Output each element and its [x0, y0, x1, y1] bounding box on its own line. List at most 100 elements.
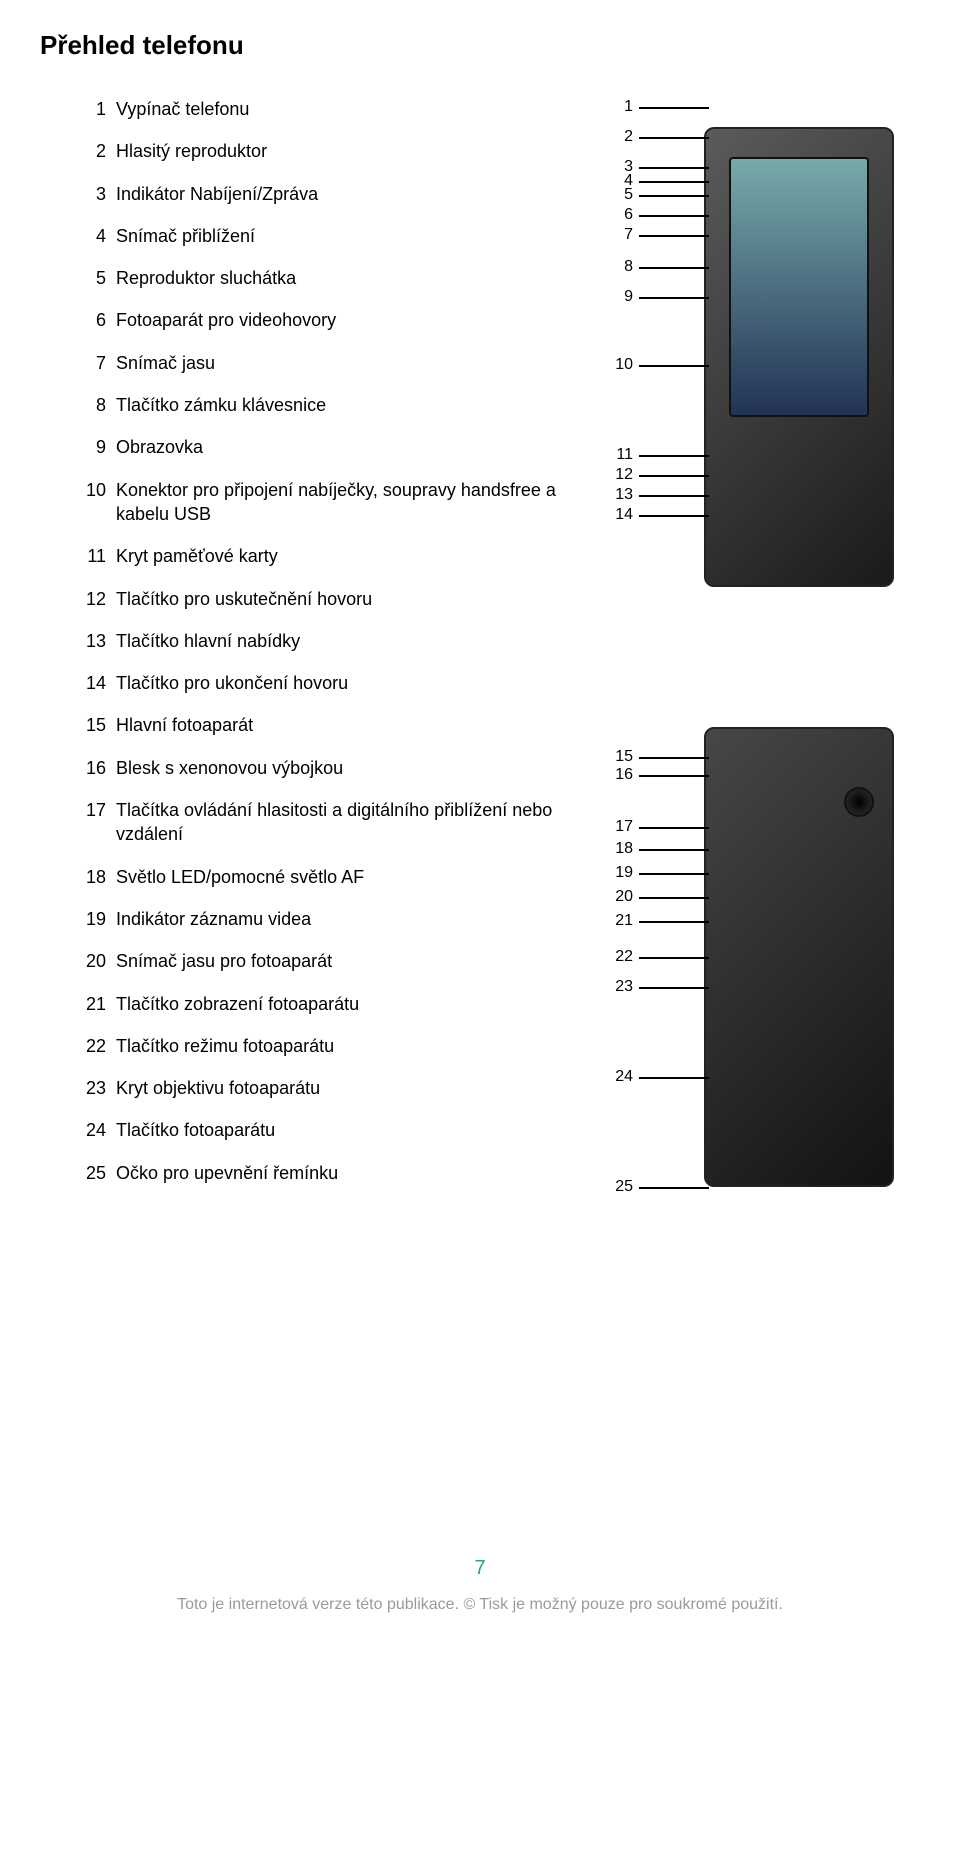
- pointer-line: [639, 455, 709, 457]
- pointer-number: 14: [609, 506, 633, 524]
- item-number: 9: [76, 435, 106, 459]
- item-label: Blesk s xenonovou výbojkou: [116, 756, 560, 780]
- pointer-line: [639, 475, 709, 477]
- pointer-number: 13: [609, 486, 633, 504]
- item-number: 22: [76, 1034, 106, 1058]
- item-number: 17: [76, 798, 106, 822]
- list-item: 15 Hlavní fotoaparát: [76, 713, 560, 737]
- item-number: 11: [76, 544, 106, 568]
- list-item: 18Světlo LED/pomocné světlo AF: [76, 865, 560, 889]
- item-label: Snímač jasu: [116, 351, 560, 375]
- phone-screen-icon: [729, 157, 869, 417]
- item-label: Reproduktor sluchátka: [116, 266, 560, 290]
- pointer-number: 20: [609, 888, 633, 906]
- item-label: Hlavní fotoaparát: [116, 713, 560, 737]
- list-item: 5Reproduktor sluchátka: [76, 266, 560, 290]
- pointer-number: 7: [609, 226, 633, 244]
- pointer-line: [639, 957, 709, 959]
- pointer-number: 6: [609, 206, 633, 224]
- list-item: 21 Tlačítko zobrazení fotoaparátu: [76, 992, 560, 1016]
- pointer-number: 19: [609, 864, 633, 882]
- pointer-number: 8: [609, 258, 633, 276]
- pointer-number: 9: [609, 288, 633, 306]
- page: Přehled telefonu 1Vypínač telefonu 2 Hlas…: [0, 0, 960, 1654]
- pointer-number: 18: [609, 840, 633, 858]
- item-number: 19: [76, 907, 106, 931]
- item-label: Tlačítko režimu fotoaparátu: [116, 1034, 560, 1058]
- item-label: Snímač jasu pro fotoaparát: [116, 949, 560, 973]
- item-number: 4: [76, 224, 106, 248]
- page-number: 7: [40, 1557, 920, 1580]
- item-label: Tlačítko pro ukončení hovoru: [116, 671, 560, 695]
- pointer-line: [639, 107, 709, 109]
- pointer-number: 1: [609, 98, 633, 116]
- item-number: 6: [76, 308, 106, 332]
- camera-lens-icon: [844, 787, 874, 817]
- item-label: Tlačítko pro uskutečnění hovoru: [116, 587, 560, 611]
- parts-list: 1Vypínač telefonu 2 Hlasitý reproduktor 3…: [40, 97, 560, 1203]
- pointer-line: [639, 181, 709, 183]
- list-item: 1Vypínač telefonu: [76, 97, 560, 121]
- pointer-line: [639, 297, 709, 299]
- pointer-number: 11: [609, 446, 633, 464]
- pointer-number: 25: [609, 1178, 633, 1196]
- pointer-number: 17: [609, 818, 633, 836]
- item-label: Tlačítko hlavní nabídky: [116, 629, 560, 653]
- pointer-line: [639, 757, 709, 759]
- list-item: 25Očko pro upevnění řemínku: [76, 1161, 560, 1185]
- pointer-number: 24: [609, 1068, 633, 1086]
- pointer-line: [639, 137, 709, 139]
- item-label: Indikátor Nabíjení/Zpráva: [116, 182, 560, 206]
- pointer-number: 22: [609, 948, 633, 966]
- item-number: 7: [76, 351, 106, 375]
- list-item: 19 Indikátor záznamu videa: [76, 907, 560, 931]
- list-item: 6 Fotoaparát pro videohovory: [76, 308, 560, 332]
- list-item: 8Tlačítko zámku klávesnice: [76, 393, 560, 417]
- list-item: 3 Indikátor Nabíjení/Zpráva: [76, 182, 560, 206]
- item-number: 12: [76, 587, 106, 611]
- item-number: 24: [76, 1118, 106, 1142]
- list-item: 16Blesk s xenonovou výbojkou: [76, 756, 560, 780]
- item-label: Indikátor záznamu videa: [116, 907, 560, 931]
- item-number: 14: [76, 671, 106, 695]
- diagrams-column: 1234567891011121314 15161718192021222324…: [584, 97, 924, 1297]
- list-item: 12 Tlačítko pro uskutečnění hovoru: [76, 587, 560, 611]
- pointer-line: [639, 515, 709, 517]
- page-title: Přehled telefonu: [40, 30, 920, 61]
- list-item: 2 Hlasitý reproduktor: [76, 139, 560, 163]
- item-label: Očko pro upevnění řemínku: [116, 1161, 560, 1185]
- pointer-number: 12: [609, 466, 633, 484]
- item-number: 3: [76, 182, 106, 206]
- list-item: 22 Tlačítko režimu fotoaparátu: [76, 1034, 560, 1058]
- item-label: Hlasitý reproduktor: [116, 139, 560, 163]
- pointer-line: [639, 215, 709, 217]
- item-number: 21: [76, 992, 106, 1016]
- pointer-line: [639, 195, 709, 197]
- pointer-line: [639, 987, 709, 989]
- item-number: 23: [76, 1076, 106, 1100]
- item-label: Konektor pro připojení nabíječky, soupra…: [116, 478, 560, 527]
- pointer-line: [639, 1187, 709, 1189]
- pointer-line: [639, 921, 709, 923]
- pointer-line: [639, 1077, 709, 1079]
- list-item: 14 Tlačítko pro ukončení hovoru: [76, 671, 560, 695]
- item-label: Světlo LED/pomocné světlo AF: [116, 865, 560, 889]
- pointer-line: [639, 897, 709, 899]
- item-number: 10: [76, 478, 106, 502]
- item-label: Tlačítko zobrazení fotoaparátu: [116, 992, 560, 1016]
- list-item: 24Tlačítko fotoaparátu: [76, 1118, 560, 1142]
- pointer-line: [639, 365, 709, 367]
- pointer-number: 21: [609, 912, 633, 930]
- list-item: 10 Konektor pro připojení nabíječky, soup…: [76, 478, 560, 527]
- pointer-number: 2: [609, 128, 633, 146]
- pointer-line: [639, 235, 709, 237]
- item-number: 15: [76, 713, 106, 737]
- list-item: 13Tlačítko hlavní nabídky: [76, 629, 560, 653]
- pointer-line: [639, 267, 709, 269]
- item-label: Kryt objektivu fotoaparátu: [116, 1076, 560, 1100]
- list-item: 20Snímač jasu pro fotoaparát: [76, 949, 560, 973]
- item-label: Fotoaparát pro videohovory: [116, 308, 560, 332]
- pointer-line: [639, 495, 709, 497]
- pointer-line: [639, 849, 709, 851]
- item-number: 2: [76, 139, 106, 163]
